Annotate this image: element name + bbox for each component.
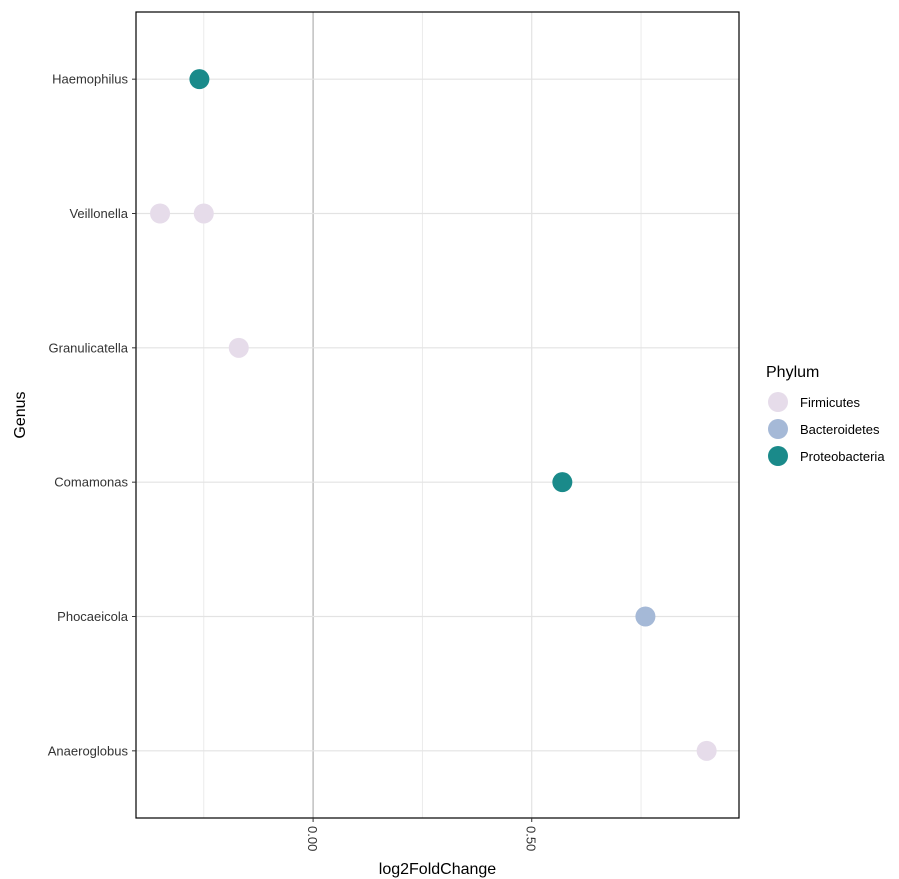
- legend-title: Phylum: [766, 364, 819, 381]
- x-tick-label: 0.50: [524, 826, 539, 851]
- x-axis: 0.00 0.50: [305, 818, 539, 851]
- y-tick-label: Granulicatella: [49, 340, 129, 355]
- grid-major: [136, 12, 739, 818]
- data-point: [150, 203, 171, 224]
- x-tick-label: 0.00: [305, 826, 320, 851]
- data-points: [150, 69, 717, 761]
- legend: Phylum Firmicutes Bacteroidetes Proteobact…: [766, 364, 885, 466]
- grid-minor: [203, 12, 642, 818]
- data-point: [228, 337, 249, 358]
- x-axis-title: log2FoldChange: [379, 861, 497, 878]
- y-axis: Haemophilus Veillonella Granulicatella Coma…: [48, 72, 136, 758]
- y-tick-label: Phocaeicola: [57, 609, 129, 624]
- data-point: [696, 740, 717, 761]
- y-tick-label: Anaeroglobus: [48, 743, 129, 758]
- data-point: [552, 472, 573, 493]
- legend-label: Proteobacteria: [800, 449, 885, 464]
- plot-panel-border: [135, 11, 740, 819]
- legend-key: [768, 392, 788, 412]
- legend-label: Bacteroidetes: [800, 422, 880, 437]
- legend-key: [768, 419, 788, 439]
- legend-key: [768, 446, 788, 466]
- data-point: [189, 69, 210, 90]
- data-point: [635, 606, 656, 627]
- legend-label: Firmicutes: [800, 395, 860, 410]
- y-tick-label: Haemophilus: [52, 72, 128, 87]
- y-tick-label: Veillonella: [69, 206, 128, 221]
- y-axis-title: Genus: [12, 391, 29, 438]
- y-tick-label: Comamonas: [54, 475, 128, 490]
- data-point: [193, 203, 214, 224]
